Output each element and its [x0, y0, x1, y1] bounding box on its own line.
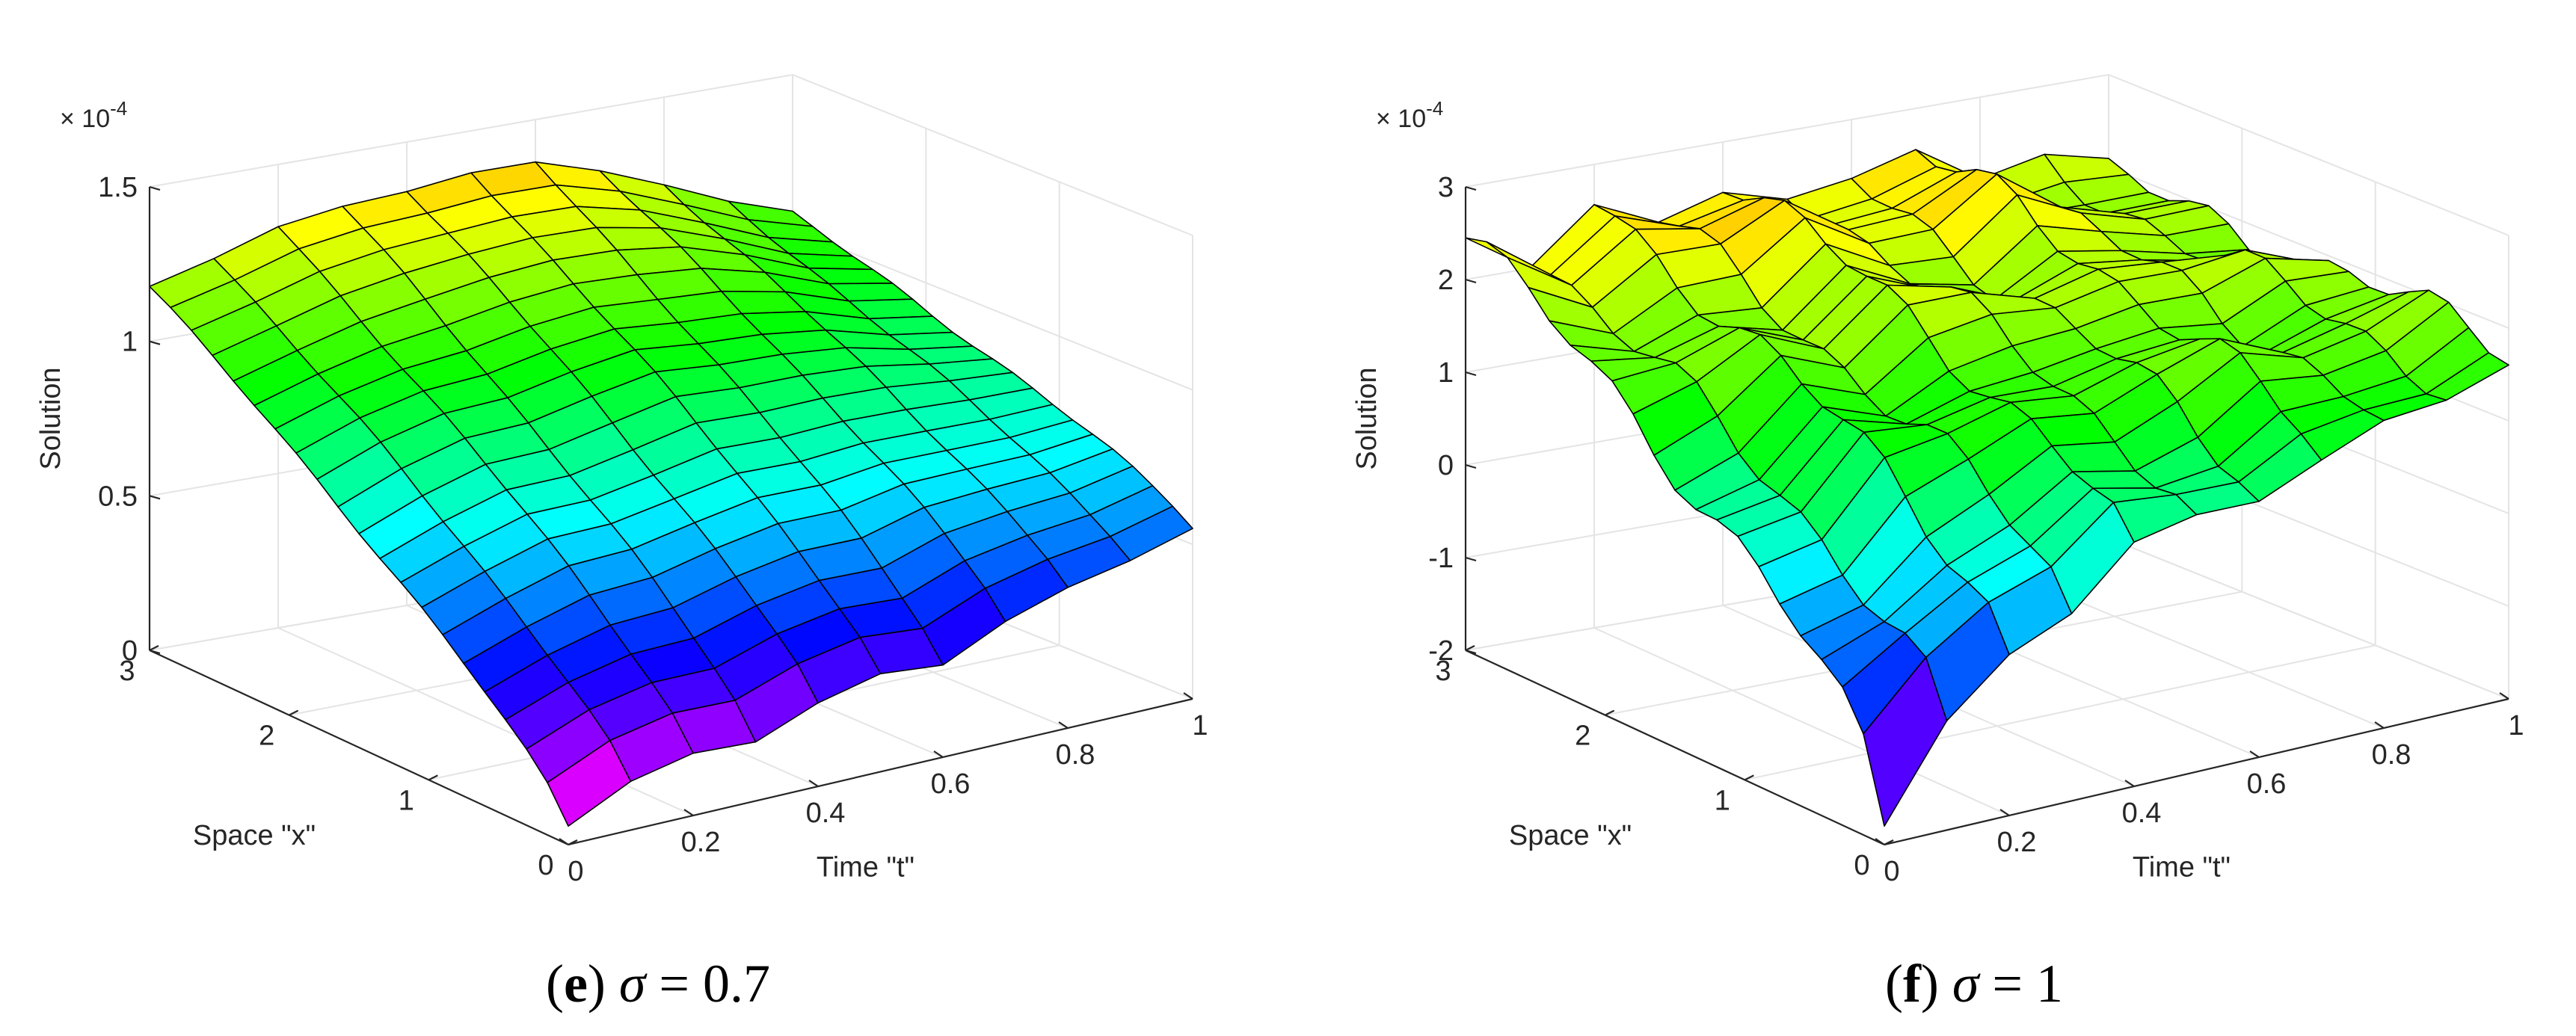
z-tick-label: 0 [1438, 450, 1454, 481]
t-tick [808, 780, 819, 787]
x-tick-label: 3 [1435, 656, 1451, 687]
z-tick-label: 3 [1438, 172, 1454, 203]
z-tick [149, 495, 161, 500]
z-tick [149, 649, 161, 655]
t-tick [2249, 750, 2260, 758]
caption-symbol: σ [1952, 954, 1981, 1014]
axes: -2 -1 0 1 2 3 0 1 2 3 0 0.2 0.4 0.6 0.8 1 [1428, 172, 2524, 887]
axis-line [149, 650, 569, 845]
z-tick-label: 2 [1438, 265, 1454, 296]
x-tick-label: 1 [399, 785, 414, 816]
z-tick [1465, 185, 1477, 191]
z-tick-label: 1 [122, 327, 138, 358]
t-tick-label: 0.8 [2372, 739, 2411, 771]
grid-line [1745, 644, 2376, 781]
t-tick [1058, 721, 1069, 729]
axis-line [1884, 697, 2509, 846]
z-tick [1465, 649, 1477, 655]
panel-f: -2 -1 0 1 2 3 0 1 2 3 0 0.2 0.4 0.6 0.8 1 Solution Space … [1351, 73, 2524, 1014]
caption-letter: f [1903, 954, 1922, 1014]
surface-face [1863, 656, 1948, 827]
z-axis-label: Solution [1351, 367, 1383, 469]
x-tick [1465, 645, 1475, 651]
x-tick [1884, 839, 1894, 845]
grid-line [2108, 537, 2509, 700]
x-tick-label: 2 [259, 721, 274, 752]
surface [1465, 149, 2509, 827]
t-tick-label: 0.4 [806, 798, 846, 829]
x-tick [149, 645, 159, 651]
axis-line [1465, 650, 1885, 845]
caption-letter: e [564, 954, 588, 1014]
t-tick [683, 809, 694, 816]
t-tick [1875, 838, 1885, 845]
t-axis-label: Time "t" [2133, 852, 2231, 884]
z-exponent-power: -4 [1426, 97, 1443, 120]
caption: (e) σ = 0.7 [546, 954, 770, 1014]
x-tick-label: 1 [1715, 785, 1730, 816]
panel-e: 00.511.5012300.20.40.60.81SolutionSpace … [35, 73, 1208, 1014]
t-tick [933, 750, 944, 758]
x-axis-label: Space "x" [193, 820, 316, 851]
t-tick-label: 1 [1192, 710, 1208, 741]
z-tick [1465, 463, 1477, 469]
t-tick [1183, 692, 1193, 700]
z-tick [149, 185, 161, 191]
z-tick-label: -2 [1428, 635, 1454, 667]
z-tick-label: 0 [122, 635, 138, 667]
t-tick-label: 0.6 [931, 768, 971, 800]
t-axis-label: Time "t" [817, 852, 914, 884]
t-tick [559, 838, 569, 845]
z-tick [149, 340, 161, 345]
z-tick-label: -1 [1428, 543, 1454, 574]
x-tick [428, 774, 438, 781]
grid-line [1593, 627, 2010, 816]
z-exponent-power: -4 [110, 97, 127, 120]
axis-line [568, 697, 1193, 846]
z-exponent-label: × 10-4 [60, 97, 127, 133]
caption: (f) σ = 1 [1885, 954, 2063, 1014]
t-tick-label: 0.4 [2122, 798, 2162, 829]
caption-value: 0.7 [703, 954, 770, 1014]
x-tick [289, 709, 299, 716]
x-tick [1605, 709, 1615, 716]
t-tick [1999, 809, 2010, 816]
surface-face [547, 739, 632, 827]
z-tick [1465, 556, 1477, 562]
z-tick [1465, 371, 1477, 377]
t-tick [2499, 692, 2509, 700]
caption-symbol: σ [619, 954, 648, 1014]
surface [149, 161, 1193, 827]
z-tick-label: 0.5 [98, 481, 138, 512]
caption-value: 1 [2036, 954, 2063, 1014]
x-tick [568, 839, 578, 845]
t-tick-label: 0.6 [2247, 768, 2287, 800]
z-tick [1465, 278, 1477, 284]
x-tick-label: 0 [1854, 850, 1869, 881]
x-tick-label: 3 [119, 656, 135, 687]
t-tick [2124, 780, 2135, 787]
z-axis-label: Solution [35, 367, 67, 469]
z-exponent-label: × 10-4 [1376, 97, 1443, 133]
z-tick-label: 1 [1438, 357, 1454, 389]
x-tick-label: 2 [1575, 721, 1590, 752]
t-tick-label: 1 [2508, 710, 2524, 741]
t-tick-label: 0.2 [1997, 827, 2037, 858]
t-tick-label: 0.2 [681, 827, 721, 858]
t-tick-label: 0 [568, 856, 583, 887]
t-tick-label: 0.8 [1056, 739, 1095, 771]
z-tick-label: 1.5 [98, 172, 138, 203]
x-axis-label: Space "x" [1509, 820, 1632, 851]
t-tick-label: 0 [1884, 856, 1899, 887]
t-tick [2374, 721, 2385, 729]
x-tick-label: 0 [538, 850, 553, 881]
x-tick [1744, 774, 1754, 781]
